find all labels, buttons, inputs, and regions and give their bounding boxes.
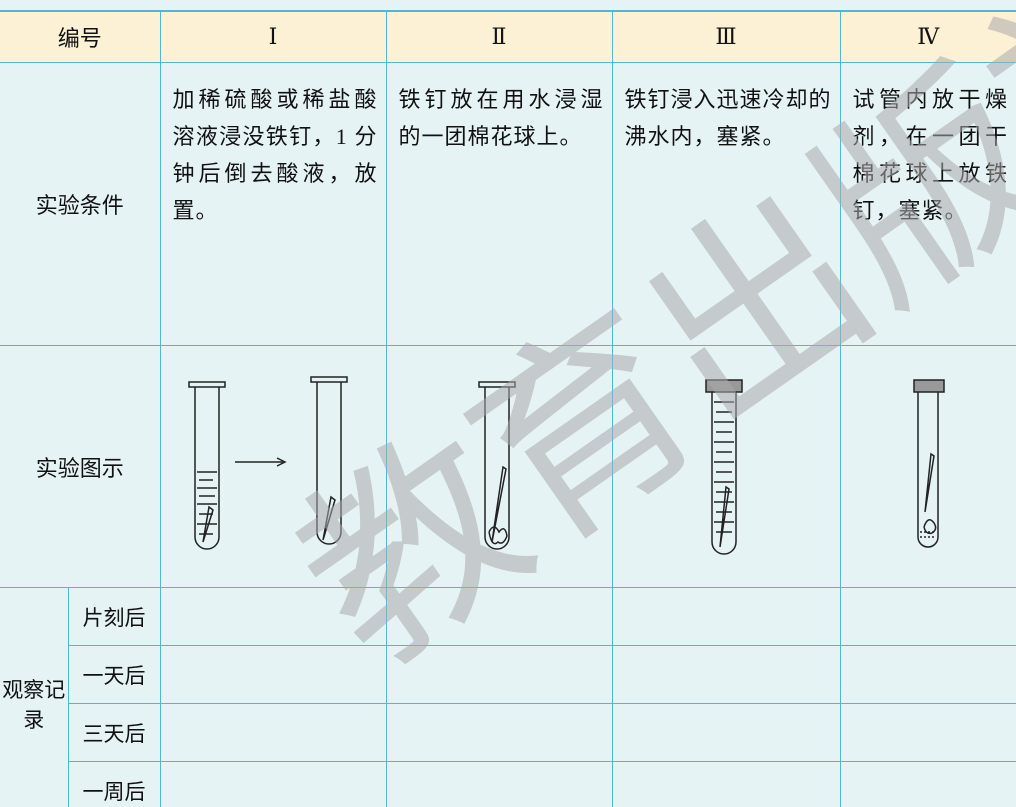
experiment-table: 编号 Ⅰ Ⅱ Ⅲ Ⅳ 实验条件 加稀硫酸或稀盐酸溶液浸没铁钉，1 分钟后倒去酸液… bbox=[0, 10, 1016, 807]
observation-row: 三天后 bbox=[0, 703, 1016, 762]
header-cell: 编号 bbox=[0, 10, 161, 63]
conditions-row: 实验条件 加稀硫酸或稀盐酸溶液浸没铁钉，1 分钟后倒去酸液，放置。 铁钉放在用水… bbox=[0, 62, 1016, 346]
diagram-cell bbox=[839, 345, 1016, 588]
row-label: 观察记录 bbox=[0, 587, 69, 807]
tube-diagram bbox=[705, 378, 743, 555]
observation-time: 三天后 bbox=[68, 703, 161, 762]
observation-row: 一天后 bbox=[0, 645, 1016, 704]
diagram-cell bbox=[159, 345, 387, 588]
tube-diagram bbox=[913, 378, 946, 548]
observation-time: 片刻后 bbox=[67, 587, 161, 646]
diagram-cell bbox=[611, 345, 841, 588]
condition-cell: 铁钉放在用水浸湿的一团棉花球上。 bbox=[385, 62, 613, 346]
diagrams-row: 实验图示 bbox=[0, 345, 1016, 588]
header-cell: Ⅳ bbox=[839, 10, 1016, 63]
observation-row: 观察记录 片刻后 bbox=[0, 587, 1016, 807]
observation-time: 一天后 bbox=[68, 645, 161, 704]
observation-time: 一周后 bbox=[68, 761, 161, 807]
condition-cell: 加稀硫酸或稀盐酸溶液浸没铁钉，1 分钟后倒去酸液，放置。 bbox=[159, 62, 387, 346]
tube-diagram bbox=[478, 380, 516, 550]
row-label: 实验条件 bbox=[0, 62, 161, 346]
header-cell: Ⅱ bbox=[385, 10, 613, 63]
condition-cell: 铁钉浸入迅速冷却的沸水内，塞紧。 bbox=[611, 62, 841, 346]
condition-cell: 试管内放干燥剂，在一团干棉花球上放铁钉，塞紧。 bbox=[839, 62, 1016, 346]
header-cell: Ⅲ bbox=[611, 10, 841, 63]
observation-row: 一周后 bbox=[0, 761, 1016, 807]
row-label: 实验图示 bbox=[0, 345, 161, 588]
tube-diagram bbox=[188, 375, 348, 550]
header-row: 编号 Ⅰ Ⅱ Ⅲ Ⅳ bbox=[0, 10, 1016, 63]
diagram-cell bbox=[385, 345, 613, 588]
header-cell: Ⅰ bbox=[159, 10, 387, 63]
